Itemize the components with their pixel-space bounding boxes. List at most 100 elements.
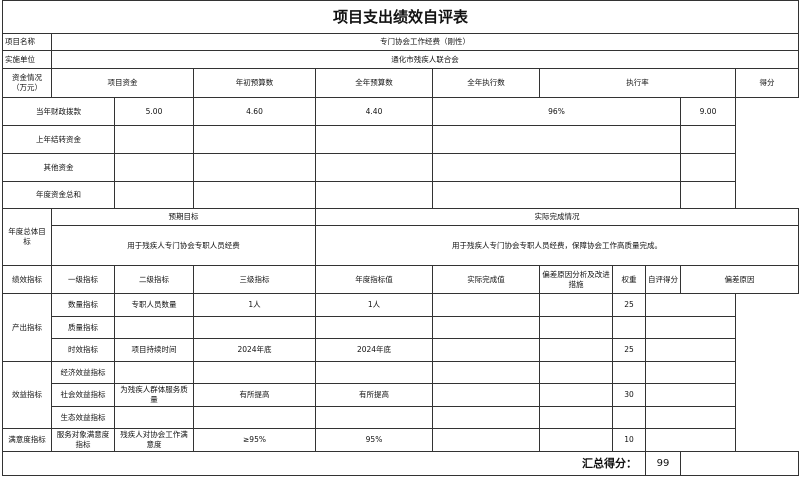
deviation-analysis (432, 428, 540, 452)
deviation-reason (645, 361, 736, 384)
level2-indicator: 生态效益指标 (51, 406, 115, 429)
funds-cell (114, 181, 194, 209)
level2-indicator: 质量指标 (51, 316, 115, 339)
funds-cell: 4.40 (315, 97, 433, 126)
funds-cell (193, 125, 316, 154)
performance-section-label: 绩效指标 (2, 265, 52, 294)
perf-header: 自评得分 (645, 265, 681, 294)
deviation-analysis (432, 316, 540, 339)
target-value: 1人 (193, 293, 316, 317)
perf-header: 偏差原因分析及改进措施 (539, 265, 613, 294)
funds-cell (193, 181, 316, 209)
goals-section-label: 年度总体目标 (2, 208, 52, 266)
perf-header: 实际完成值 (432, 265, 540, 294)
funds-cell (680, 125, 736, 154)
actual-goal: 用于残疾人专门协会专职人员经费，保障协会工作高质量完成。 (314, 225, 800, 266)
funds-cell (193, 153, 316, 182)
funds-cell (432, 181, 681, 209)
deviation-reason (645, 383, 736, 407)
perf-header: 二级指标 (114, 265, 194, 294)
level2-indicator: 数量指标 (51, 293, 115, 317)
level2-indicator: 服务对象满意度指标 (51, 428, 115, 452)
funds-header: 全年预算数 (315, 68, 433, 98)
page-title: 项目支出绩效自评表 (1, 0, 800, 34)
funds-row: 年度资金总和 (2, 181, 799, 209)
total-score: 99 (645, 451, 681, 476)
level1-indicator: 效益指标 (2, 361, 52, 429)
funds-cell: 4.60 (193, 97, 316, 126)
total-empty (679, 451, 800, 476)
total-label: 汇总得分： (2, 451, 646, 476)
funds-cell (114, 125, 194, 154)
funds-cell (315, 181, 433, 209)
actual-value: 95% (315, 428, 433, 452)
funds-cell: 当年财政拨款 (2, 97, 115, 126)
perf-header: 一级指标 (51, 265, 115, 294)
level3-indicator: 项目持续时间 (114, 338, 194, 362)
level3-indicator: 残疾人对协会工作满意度 (114, 428, 194, 452)
funds-cell (432, 125, 681, 154)
perf-header: 权重 (612, 265, 646, 294)
weight (539, 338, 613, 362)
actual-value (315, 361, 433, 384)
actual-goal-header: 实际完成情况 (314, 208, 800, 226)
funds-cell: 9.00 (680, 97, 736, 126)
self-score (612, 316, 646, 339)
weight (539, 293, 613, 317)
perf-header: 偏差原因 (679, 265, 800, 294)
perf-row: 社会效益指标 为残疾人群体服务质量 有所提高 有所提高 30 (3, 383, 799, 407)
target-value: 有所提高 (193, 383, 316, 407)
self-score (612, 406, 646, 429)
deviation-reason (645, 406, 736, 429)
deviation-reason (645, 428, 736, 452)
level3-indicator: 为残疾人群体服务质量 (114, 383, 194, 407)
weight (539, 316, 613, 339)
level3-indicator (114, 316, 194, 339)
funds-cell (315, 153, 433, 182)
expected-goal: 用于残疾人专门协会专职人员经费 (51, 225, 316, 266)
actual-value: 2024年底 (315, 338, 433, 362)
level2-indicator: 经济效益指标 (51, 361, 115, 384)
perf-row: 产出指标 数量指标 专职人员数量 1人 1人 25 (2, 293, 799, 362)
funds-cell: 年度资金总和 (2, 181, 115, 209)
deviation-reason (645, 316, 736, 339)
funds-row: 其他资金 (2, 153, 799, 182)
funds-header: 全年执行数 (432, 68, 540, 98)
perf-header: 年度指标值 (315, 265, 433, 294)
unit: 通化市残疾人联合会 (50, 50, 800, 69)
funds-header: 项目资金 (51, 68, 194, 98)
funds-cell (315, 125, 433, 154)
unit-label: 实施单位 (2, 50, 52, 69)
actual-value (315, 316, 433, 339)
level1-indicator: 产出指标 (2, 293, 52, 362)
funds-cell: 其他资金 (2, 153, 115, 182)
perf-row: 质量指标 (3, 316, 799, 339)
level2-indicator: 时效指标 (51, 338, 115, 362)
funds-row: 上年结转资金 (2, 125, 799, 154)
level2-indicator: 社会效益指标 (51, 383, 115, 407)
target-value (193, 406, 316, 429)
funds-cell: 上年结转资金 (2, 125, 115, 154)
funds-cell (680, 181, 736, 209)
perf-row: 时效指标 项目持续时间 2024年底 2024年底 25 (3, 338, 799, 362)
deviation-reason (645, 338, 736, 362)
level3-indicator (114, 406, 194, 429)
deviation-analysis (432, 383, 540, 407)
project-name-label: 项目名称 (2, 33, 52, 51)
deviation-analysis (432, 293, 540, 317)
target-value: ≥95% (193, 428, 316, 452)
funds-cell: 5.00 (114, 97, 194, 126)
funds-row: 当年财政拨款 5.00 4.60 4.40 96% 9.00 (2, 97, 799, 126)
level3-indicator (114, 361, 194, 384)
funds-section-label: 资金情况（万元） (2, 68, 52, 98)
deviation-reason (645, 293, 736, 317)
weight (539, 361, 613, 384)
deviation-analysis (432, 338, 540, 362)
self-score: 10 (612, 428, 646, 452)
actual-value: 有所提高 (315, 383, 433, 407)
funds-header: 得分 (734, 68, 800, 98)
deviation-analysis (432, 406, 540, 429)
expected-goal-header: 预期目标 (51, 208, 316, 226)
perf-row: 满意度指标 服务对象满意度指标 残疾人对协会工作满意度 ≥95% 95% 10 (2, 428, 799, 452)
